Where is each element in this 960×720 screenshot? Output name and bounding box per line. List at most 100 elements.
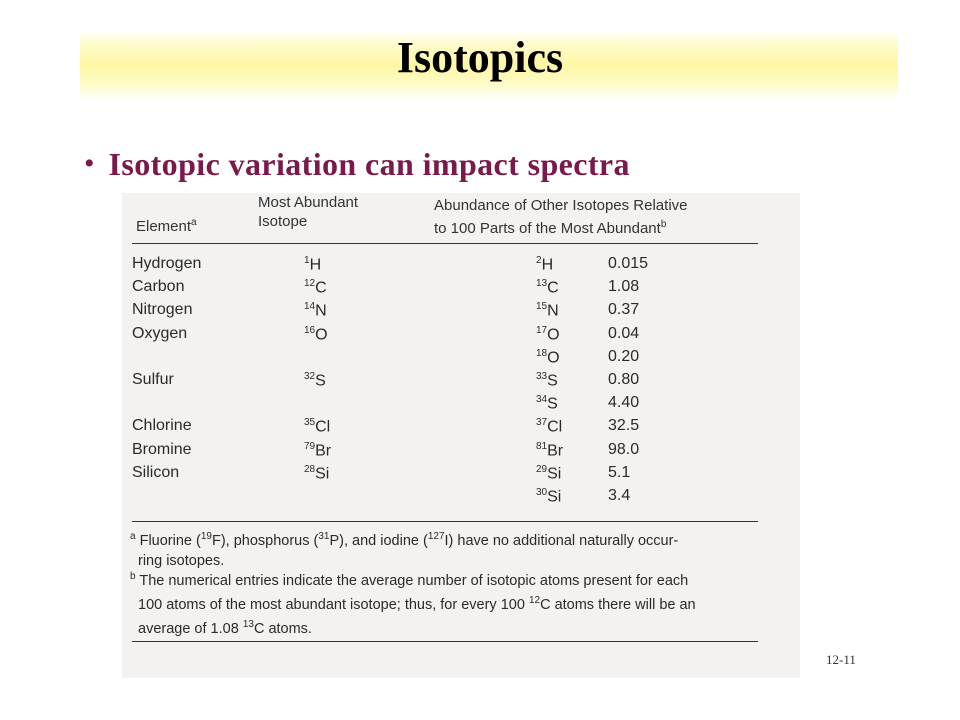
- row-main-isotope: 14N: [304, 301, 327, 320]
- row-abundance-value-text: 4.40: [608, 394, 640, 412]
- footnote-b-text-2: 100 atoms of the most abundant isotope; …: [138, 596, 529, 613]
- row-other-isotope: 15N: [536, 301, 559, 320]
- row-main-isotope-text: S: [315, 372, 326, 390]
- col-most-abundant-header-line2: Isotope: [258, 213, 308, 230]
- row-abundance-value-text: 1.08: [608, 278, 640, 296]
- row-main-isotope-text: Br: [315, 441, 332, 459]
- row-abundance-value-text: 0.015: [608, 255, 649, 272]
- row-main-isotope-mass: 79: [304, 440, 316, 452]
- row-other-isotope: 33S: [536, 371, 558, 390]
- footnote-b-sup-2: 13: [242, 618, 254, 630]
- row-element-text: Chlorine: [132, 417, 192, 435]
- row-other-isotope: 29Si: [536, 464, 561, 483]
- row-abundance-value: 0.04: [608, 325, 639, 343]
- footnote-a-text-2: F), phosphorus (: [211, 532, 319, 549]
- row-other-isotope-text: S: [547, 372, 558, 390]
- bullet-text: Isotopic variation can impact spectra: [108, 145, 630, 182]
- row-main-isotope: 79Br: [304, 441, 331, 460]
- header-rule: [132, 243, 758, 244]
- row-element: Hydrogen: [132, 255, 201, 273]
- footnote-a-line1: a Fluorine (19F), phosphorus (31P), and …: [130, 527, 760, 551]
- row-main-isotope: 16O: [304, 325, 328, 344]
- row-element: Nitrogen: [132, 301, 192, 319]
- row-element-text: Bromine: [132, 440, 192, 458]
- row-abundance-value: 4.40: [608, 394, 639, 412]
- footnote-mark-b: b: [660, 219, 667, 230]
- row-element: Silicon: [132, 464, 179, 482]
- row-abundance-value: 5.1: [608, 464, 630, 482]
- slide-title: Isotopics: [396, 33, 564, 82]
- row-abundance-value: 32.5: [608, 417, 639, 435]
- row-element: Bromine: [132, 441, 192, 459]
- row-other-isotope: 37Cl: [536, 417, 562, 436]
- row-other-isotope-text: C: [547, 279, 559, 297]
- row-other-isotope-text: N: [547, 302, 559, 320]
- row-other-isotope-mass: 17: [536, 324, 548, 336]
- col-element-header: Elementa: [136, 213, 197, 236]
- footnote-b-sup-1: 12: [528, 594, 541, 606]
- row-other-isotope: 13C: [536, 278, 559, 297]
- row-abundance-value: 3.4: [608, 487, 630, 505]
- row-other-isotope-mass: 2: [536, 255, 542, 266]
- footnote-b-text-4: average of 1.08: [138, 620, 243, 637]
- row-abundance-value: 0.80: [608, 371, 639, 389]
- row-abundance-value-text: 98.0: [608, 440, 640, 458]
- row-abundance-value: 0.20: [608, 348, 639, 366]
- footnote-a: a Fluorine (19F), phosphorus (31P), and …: [130, 527, 760, 571]
- row-element: Oxygen: [132, 325, 187, 343]
- row-other-isotope-mass: 30: [536, 487, 548, 498]
- bullet-item: • Isotopic variation can impact spectra: [84, 144, 630, 184]
- row-main-isotope: 1H: [304, 255, 321, 274]
- footnote-mark-a: a: [191, 217, 197, 228]
- row-other-isotope-text: Si: [547, 488, 562, 506]
- row-element-text: Oxygen: [132, 324, 188, 342]
- row-abundance-value-text: 0.80: [608, 371, 640, 388]
- footnote-b-line3: average of 1.08 13C atoms.: [130, 615, 760, 639]
- row-element-text: Carbon: [132, 278, 185, 296]
- isotope-table-image: Elementa Most Abundant Isotope Abundance…: [122, 193, 800, 678]
- row-other-isotope-text: O: [547, 349, 560, 367]
- row-other-isotope-text: H: [541, 256, 554, 274]
- row-main-isotope-mass: 16: [304, 324, 316, 336]
- row-abundance-value-text: 32.5: [608, 417, 640, 435]
- footnote-a-text-4: I) have no additional naturally occur-: [444, 532, 679, 549]
- row-main-isotope: 28Si: [304, 464, 329, 483]
- row-abundance-value-text: 5.1: [608, 463, 631, 481]
- row-other-isotope-mass: 13: [536, 278, 548, 290]
- body-end-rule: [132, 521, 758, 522]
- row-other-isotope-mass: 34: [536, 394, 548, 406]
- row-abundance-value-text: 0.20: [608, 347, 640, 365]
- row-main-isotope: 12C: [304, 278, 327, 297]
- row-abundance-value: 98.0: [608, 441, 639, 459]
- col-most-abundant-header: Most Abundant Isotope: [258, 193, 358, 231]
- row-main-isotope-mass: 32: [304, 371, 316, 382]
- row-element: Carbon: [132, 278, 184, 296]
- row-main-isotope-text: O: [315, 325, 328, 343]
- col-most-abundant-header-line1: Most Abundant: [258, 194, 359, 211]
- footnote-a-text-3: P), and iodine (: [329, 532, 428, 549]
- row-main-isotope-mass: 12: [304, 278, 316, 290]
- row-main-isotope: 32S: [304, 371, 326, 390]
- footnote-a-mark: a: [130, 531, 136, 542]
- row-main-isotope-mass: 1: [304, 255, 310, 266]
- col-element-header-label: Element: [136, 218, 192, 235]
- row-other-isotope-mass: 81: [536, 440, 548, 452]
- row-other-isotope-text: Si: [547, 465, 562, 483]
- row-main-isotope-text: Si: [315, 465, 330, 483]
- row-element-text: Silicon: [132, 463, 180, 481]
- bullet-icon: •: [84, 147, 95, 180]
- row-other-isotope: 34S: [536, 394, 558, 413]
- row-main-isotope-text: N: [315, 302, 327, 320]
- footnote-b-text-5: C atoms.: [253, 620, 312, 637]
- row-other-isotope-text: Cl: [547, 418, 563, 436]
- row-abundance-value-text: 0.37: [608, 301, 640, 319]
- row-other-isotope: 18O: [536, 348, 560, 367]
- row-element-text: Hydrogen: [132, 255, 202, 272]
- footnote-b: b The numerical entries indicate the ave…: [130, 567, 760, 638]
- row-other-isotope-mass: 18: [536, 347, 548, 359]
- footnote-a-sup-3: 127: [427, 531, 445, 542]
- row-main-isotope-text: Cl: [315, 418, 331, 436]
- row-abundance-value: 0.015: [608, 255, 648, 273]
- row-abundance-value: 1.08: [608, 278, 639, 296]
- footnote-b-text-1: The numerical entries indicate the avera…: [139, 572, 689, 589]
